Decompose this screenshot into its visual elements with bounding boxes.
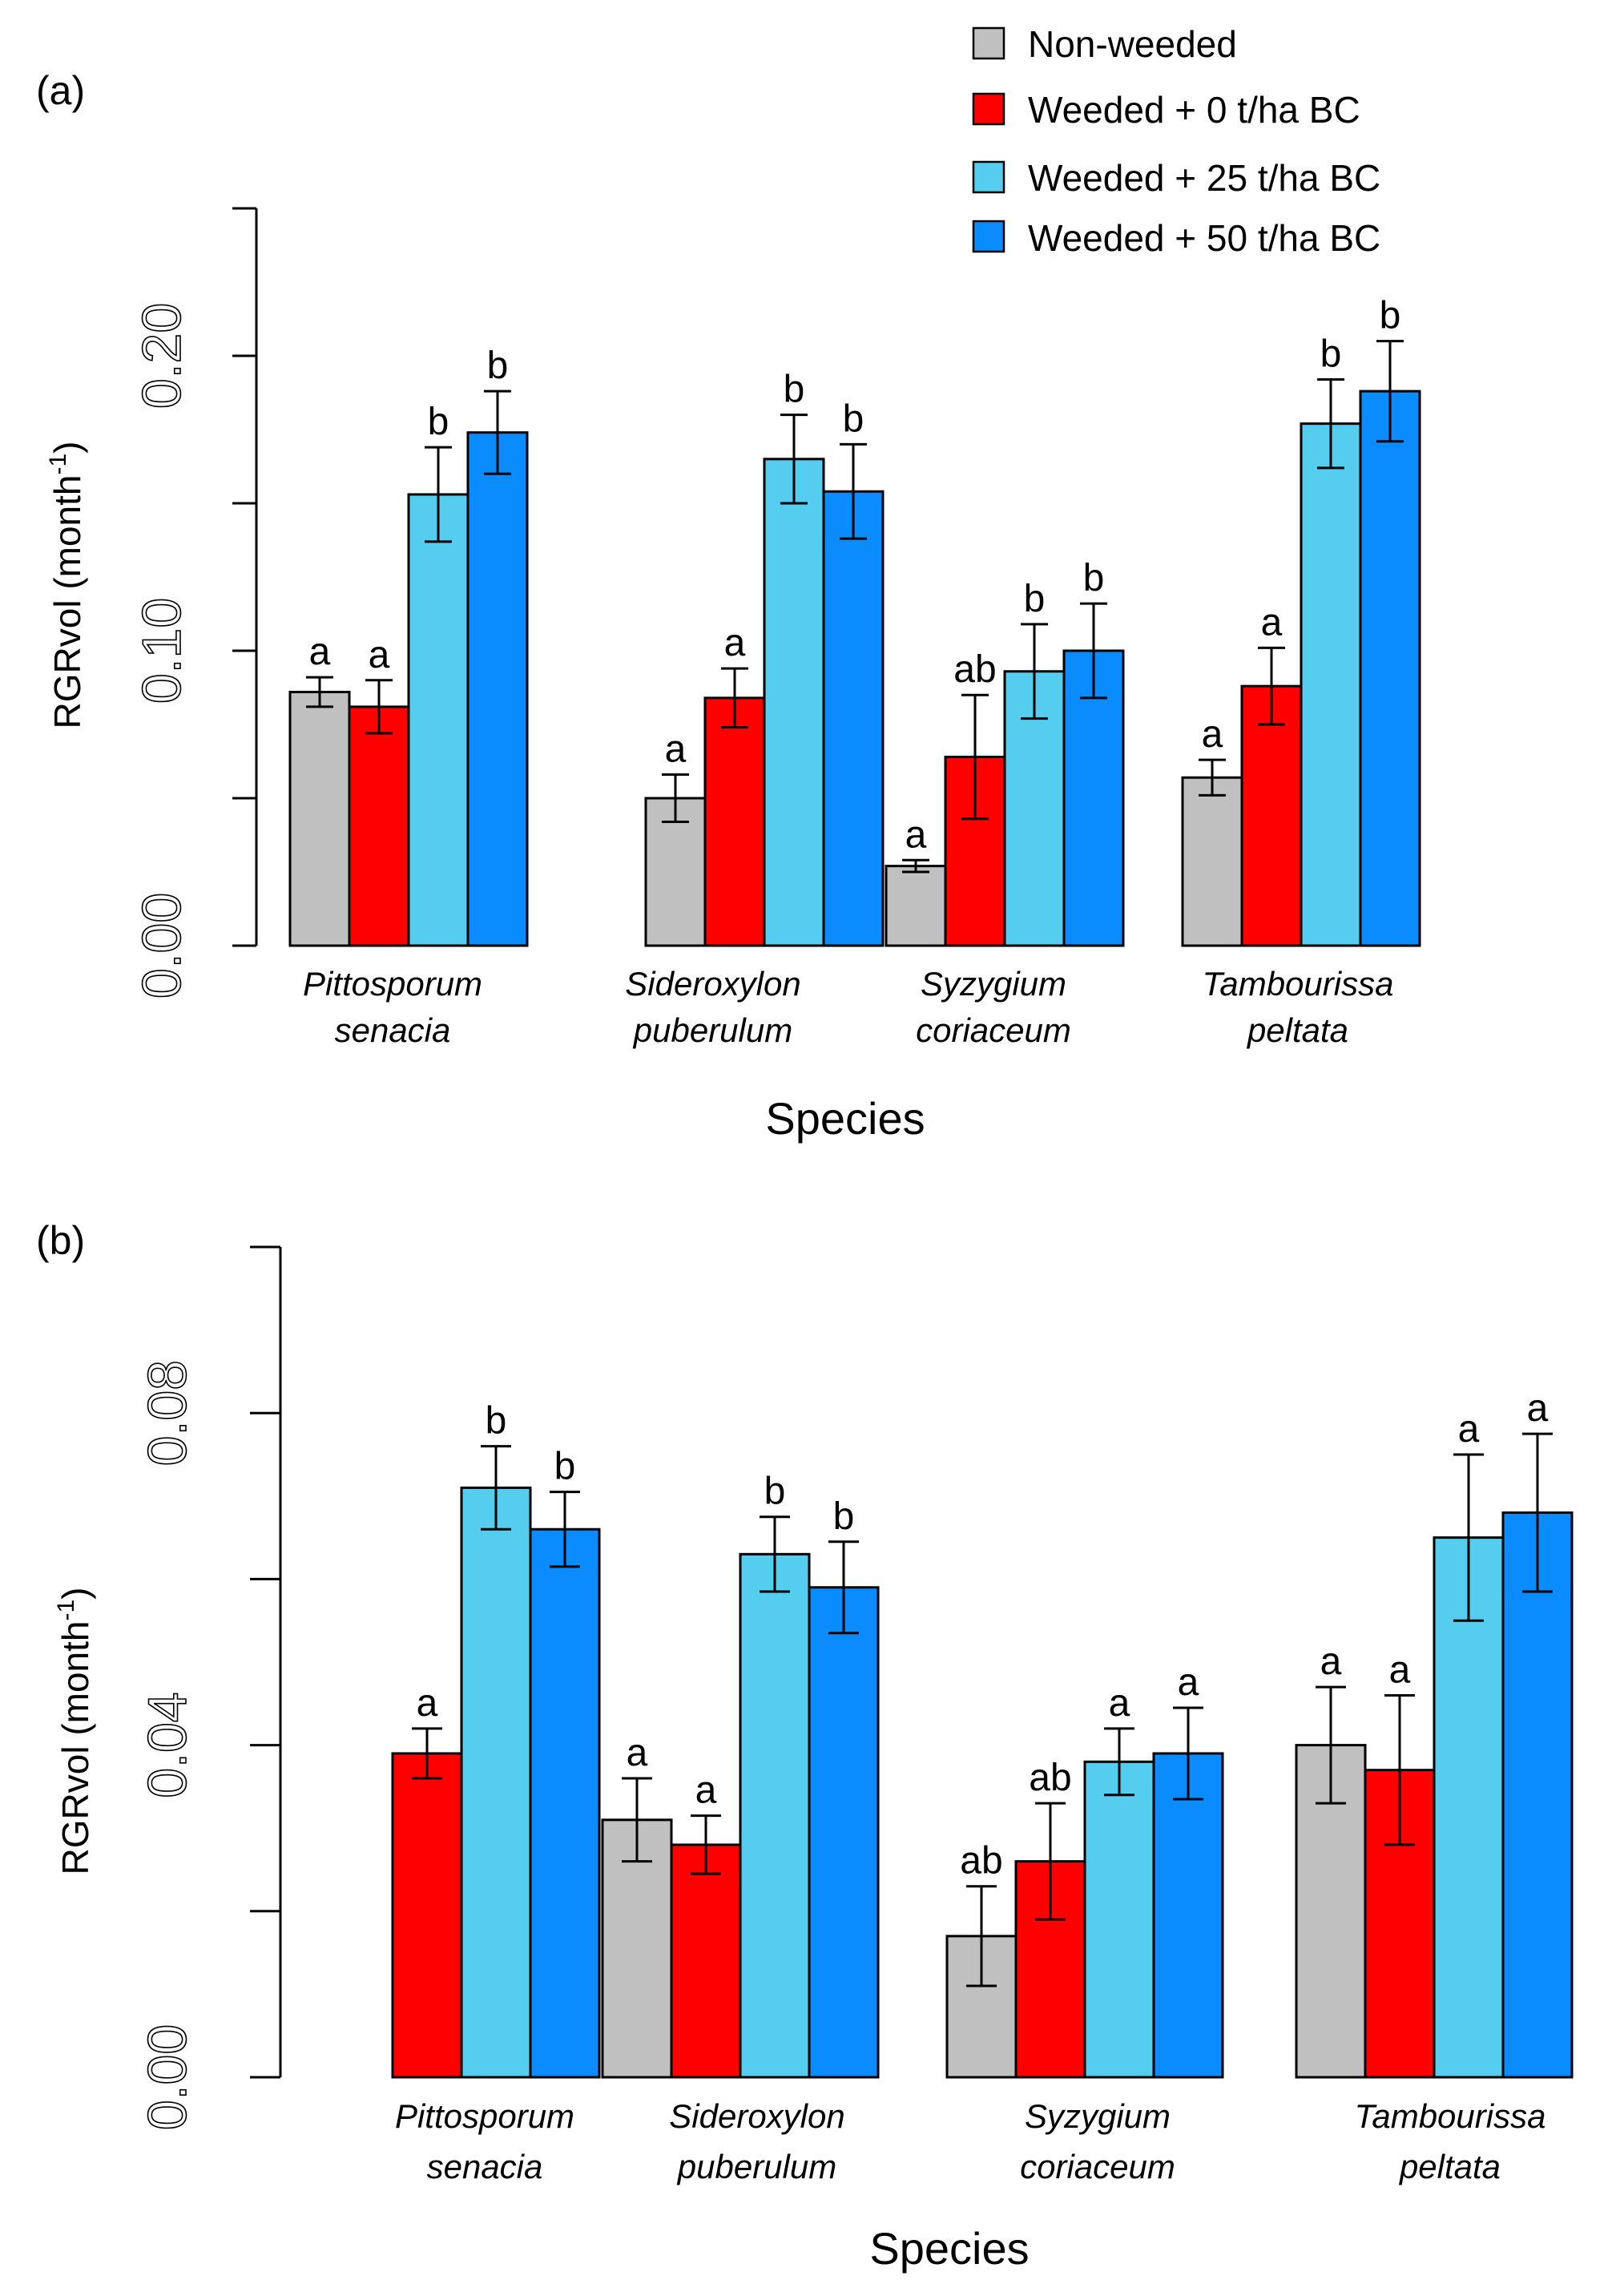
legend-swatch-weeded-0: [972, 92, 1005, 126]
panel-b-sig-letter: a: [1527, 1387, 1549, 1430]
panel-b-sig-letter: a: [1389, 1648, 1411, 1691]
panel-b-category-label-sideroxylon-line2: puberulum: [676, 2148, 836, 2185]
panel-a-sig-letter: b: [1024, 578, 1046, 620]
panel-b-bar-sideroxylon-weeded-25: [739, 1552, 811, 2079]
panel-b-category-label-tambourissa: Tambourissa: [1355, 2097, 1546, 2135]
panel-a-bar-sideroxylon-weeded-50: [822, 490, 885, 947]
panel-b-label: (b): [36, 1218, 85, 1263]
panel-a-sig-letter: b: [843, 397, 864, 440]
panel-a-bar-pittosporum-weeded-0: [348, 705, 410, 947]
legend-label-weeded-0: Weeded + 0 t/ha BC: [1028, 89, 1360, 131]
panel-b-sig-letter: b: [764, 1471, 786, 1513]
panel-a-category-label-sideroxylon: Sideroxylon: [625, 965, 800, 1003]
panel-a: (a) RGRvol (month-1) Species 0.00 0.10 0.2…: [36, 68, 1421, 1144]
panel-a-sig-letter: b: [428, 401, 449, 443]
panel-b-category-label-syzygium-line2: coriaceum: [1020, 2148, 1175, 2185]
panel-a-bar-pittosporum-weeded-50: [466, 431, 529, 947]
panel-b-sig-letter: a: [1458, 1408, 1480, 1451]
legend-swatch-non-weeded: [972, 26, 1005, 60]
legend: Non-weeded Weeded + 0 t/ha BC Weeded + 2…: [972, 23, 1380, 259]
panel-a-sig-letter: a: [905, 813, 927, 856]
panel-a-bar-syzygium-weeded-50: [1062, 649, 1125, 947]
panel-a-bar-tambourissa-weeded-0: [1240, 684, 1303, 947]
panel-a-sig-letter: a: [369, 634, 390, 676]
panel-b-bar-pittosporum-weeded-50: [529, 1527, 601, 2079]
panel-b-bar-tambourissa-weeded-25: [1433, 1536, 1505, 2079]
panel-b-bar-syzygium-weeded-50: [1152, 1752, 1224, 2079]
panel-a-category-label-tambourissa-line2: peltata: [1246, 1011, 1348, 1049]
panel-a-category-label-pittosporum: Pittosporum: [303, 965, 482, 1003]
panel-a-category-label-pittosporum-line2: senacia: [335, 1011, 451, 1049]
legend-label-weeded-25: Weeded + 25 t/ha BC: [1028, 157, 1380, 199]
panel-a-sig-letter: b: [487, 345, 509, 387]
legend-label-weeded-50: Weeded + 50 t/ha BC: [1028, 217, 1380, 259]
panel-b-y-tick-label: 0.08: [137, 1360, 198, 1466]
panel-a-sig-letter: b: [1083, 557, 1105, 599]
panel-a-sig-letter: b: [784, 369, 805, 411]
panel-a-sig-letter: a: [665, 728, 687, 771]
panel-a-bar-sideroxylon-weeded-0: [703, 696, 766, 947]
panel-b-bar-tambourissa-weeded-0: [1364, 1769, 1436, 2079]
panel-a-sig-letter: a: [724, 622, 746, 664]
panel-a-sig-letter: a: [309, 631, 331, 673]
panel-a-category-label-syzygium-line2: coriaceum: [916, 1011, 1071, 1049]
panel-b-bar-sideroxylon-weeded-0: [670, 1843, 742, 2079]
panel-a-bar-syzygium-non-weeded: [885, 865, 947, 947]
panel-b-bar-sideroxylon-weeded-50: [808, 1586, 880, 2079]
panel-a-sig-letter: a: [1202, 713, 1223, 756]
panel-b-sig-letter: b: [486, 1400, 507, 1443]
panel-a-label: (a): [36, 68, 85, 113]
panel-b-bar-pittosporum-weeded-0: [391, 1752, 463, 2079]
legend-label-non-weeded: Non-weeded: [1028, 23, 1237, 65]
panel-b-sig-letter: a: [1109, 1682, 1130, 1725]
panel-a-sig-letter: b: [1320, 333, 1342, 375]
panel-a-category-label-syzygium: Syzygium: [921, 965, 1066, 1003]
panel-a-bar-pittosporum-weeded-25: [407, 493, 469, 947]
panel-b-bar-sideroxylon-non-weeded: [601, 1818, 673, 2079]
panel-b-y-tick-label: 0.00: [137, 2024, 198, 2130]
panel-a-sig-letter: b: [1380, 295, 1401, 337]
panel-a-sig-letter: ab: [953, 648, 996, 691]
panel-a-bar-pittosporum-non-weeded: [288, 691, 351, 947]
panel-b-xlabel: Species: [869, 2223, 1029, 2274]
panel-a-y-tick-label: 0.20: [131, 303, 192, 409]
panel-b: (b) RGRvol (month-1) Species 0.00 0.04 0.0…: [36, 1218, 1574, 2274]
panel-a-category-label-tambourissa: Tambourissa: [1203, 965, 1394, 1003]
panel-a-xlabel: Species: [765, 1093, 925, 1144]
panel-b-sig-letter: a: [1178, 1661, 1199, 1704]
panel-b-sig-letter: a: [627, 1732, 648, 1774]
panel-a-y-tick-label: 0.10: [131, 598, 192, 704]
panel-a-y-tick-label: 0.00: [131, 893, 192, 999]
panel-a-sig-letter: a: [1261, 601, 1283, 644]
panel-b-sig-letter: b: [833, 1495, 855, 1538]
panel-a-category-label-sideroxylon-line2: puberulum: [632, 1011, 792, 1049]
panel-a-bar-tambourissa-weeded-50: [1359, 389, 1421, 947]
panel-b-category-label-tambourissa-line2: peltata: [1398, 2148, 1501, 2185]
panel-a-ylabel: RGRvol (month-1): [45, 442, 88, 729]
panel-a-bar-tambourissa-weeded-25: [1300, 422, 1362, 947]
panel-a-bar-tambourissa-non-weeded: [1181, 776, 1243, 947]
panel-b-bar-tambourissa-weeded-50: [1501, 1511, 1574, 2079]
panel-b-sig-letter: b: [554, 1446, 576, 1488]
legend-swatch-weeded-50: [972, 220, 1005, 253]
panel-b-sig-letter: ab: [960, 1840, 1002, 1883]
panel-b-sig-letter: a: [417, 1682, 438, 1725]
panel-b-category-label-pittosporum: Pittosporum: [395, 2097, 574, 2135]
panel-b-category-label-pittosporum-line2: senacia: [427, 2148, 543, 2185]
panel-a-bar-sideroxylon-weeded-25: [763, 458, 825, 947]
panel-b-ylabel: RGRvol (month-1): [53, 1588, 96, 1875]
legend-swatch-weeded-25: [972, 160, 1005, 194]
panel-b-sig-letter: ab: [1029, 1757, 1071, 1799]
panel-b-sig-letter: a: [695, 1770, 717, 1812]
panel-b-category-label-sideroxylon: Sideroxylon: [669, 2097, 844, 2135]
panel-b-sig-letter: a: [1320, 1640, 1342, 1683]
panel-a-bar-sideroxylon-non-weeded: [644, 797, 707, 947]
panel-b-category-label-syzygium: Syzygium: [1025, 2097, 1171, 2135]
panel-b-bar-pittosporum-weeded-25: [460, 1486, 532, 2079]
panel-b-bar-syzygium-weeded-25: [1083, 1760, 1155, 2079]
panel-b-y-tick-label: 0.04: [137, 1692, 198, 1798]
